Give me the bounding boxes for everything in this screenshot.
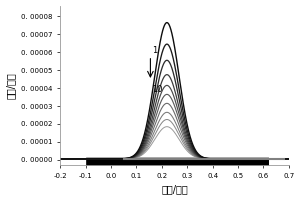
- Y-axis label: 电流/安培: 电流/安培: [6, 72, 16, 99]
- Text: 10: 10: [152, 85, 163, 94]
- Text: 1: 1: [152, 46, 158, 55]
- X-axis label: 电压/伏特: 电压/伏特: [161, 184, 188, 194]
